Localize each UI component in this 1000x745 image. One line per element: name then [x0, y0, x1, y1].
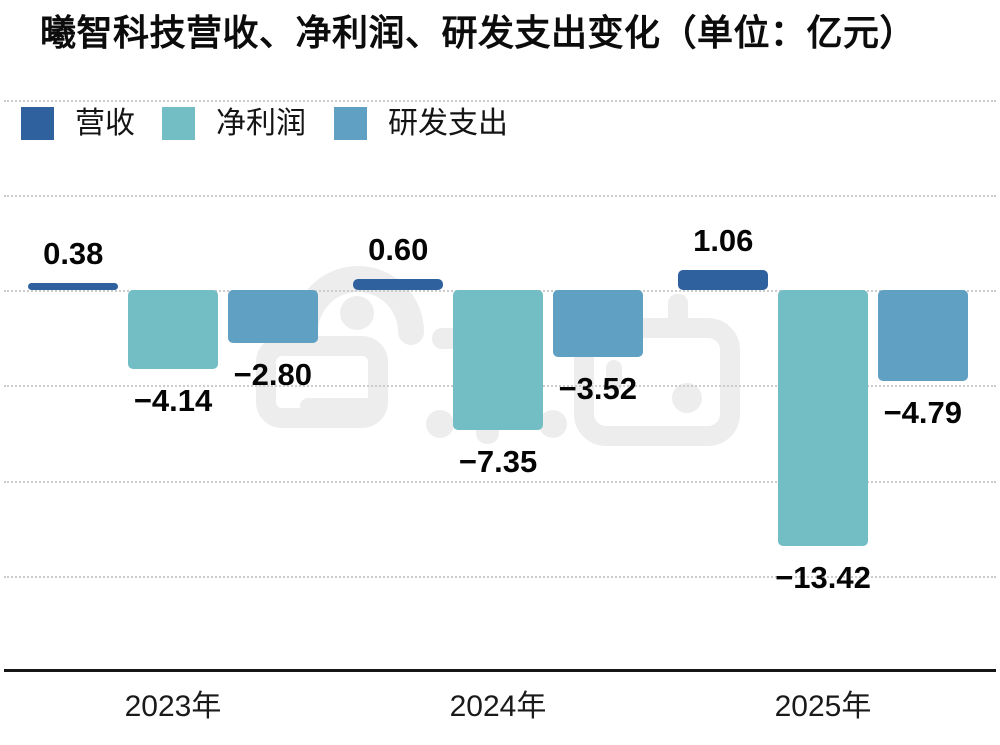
- bar-净利润-2025年: [778, 290, 868, 546]
- legend-item-1: 净利润: [162, 107, 306, 140]
- x-axis-label: 2023年: [124, 690, 222, 723]
- gridline--15: [4, 575, 996, 578]
- bar-研发支出-2025年: [877, 290, 968, 382]
- x-axis-label: 2024年: [449, 690, 547, 723]
- bar-营收-2023年: [28, 282, 119, 290]
- gridline--10: [4, 480, 996, 483]
- gridline-5: [4, 194, 996, 197]
- bar-营收-2024年: [353, 278, 444, 290]
- x-axis-line: [4, 669, 996, 672]
- value-label: −4.14: [133, 382, 213, 418]
- legend-item-2: 研发支出: [334, 107, 508, 140]
- value-label: −13.42: [775, 559, 871, 595]
- value-label: −4.79: [883, 395, 962, 431]
- bar-净利润-2023年: [128, 290, 218, 369]
- gridline-10: [4, 99, 996, 102]
- value-label: 1.06: [693, 222, 754, 258]
- legend-label: 营收: [75, 107, 135, 140]
- legend-item-0: 营收: [21, 107, 135, 140]
- value-label: −7.35: [458, 444, 538, 480]
- chart-title: 曦智科技营收、净利润、研发支出变化（单位：亿元）: [40, 12, 917, 53]
- value-label: 0.38: [43, 235, 104, 271]
- bar-研发支出-2023年: [227, 290, 318, 344]
- bar-营收-2025年: [678, 269, 769, 290]
- value-label: −3.52: [558, 371, 637, 407]
- bar-净利润-2024年: [453, 290, 543, 431]
- legend-label: 净利润: [216, 107, 306, 140]
- value-label: −2.80: [233, 357, 312, 393]
- legend-swatch-icon: [21, 107, 54, 140]
- legend-swatch-icon: [162, 107, 195, 140]
- legend-swatch-icon: [334, 107, 367, 140]
- x-axis-label: 2025年: [774, 690, 872, 723]
- legend-label: 研发支出: [388, 107, 508, 140]
- value-label: 0.60: [368, 231, 429, 267]
- bar-研发支出-2024年: [552, 290, 643, 358]
